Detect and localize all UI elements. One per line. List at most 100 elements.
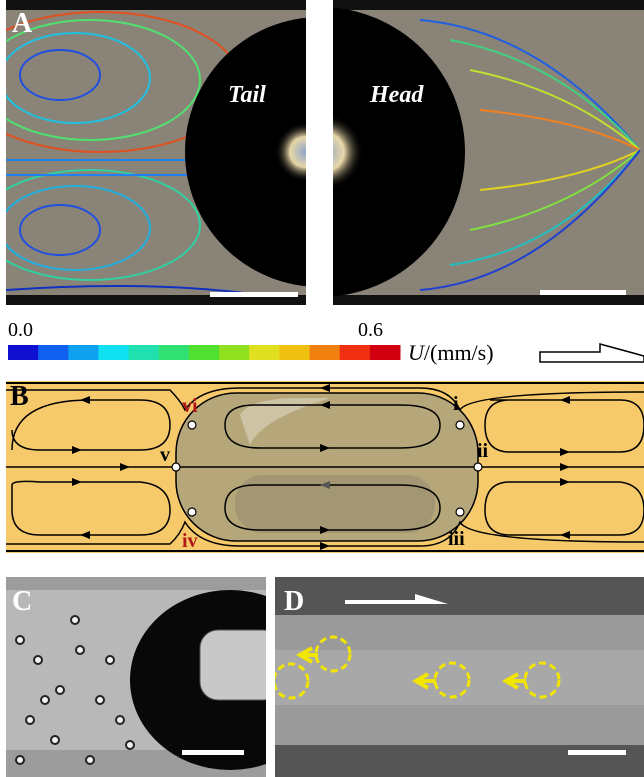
arrowhead <box>320 401 330 409</box>
particle <box>95 695 105 705</box>
loop <box>11 480 171 536</box>
streamline <box>479 149 641 191</box>
glow <box>333 114 363 190</box>
particle <box>125 740 135 750</box>
particle <box>105 655 115 665</box>
point <box>455 420 465 430</box>
streamlines <box>419 19 641 291</box>
streamline <box>19 204 101 256</box>
capillary <box>199 629 266 701</box>
point <box>187 507 197 517</box>
panel-label: C <box>12 586 32 617</box>
panel-a-right <box>333 0 644 305</box>
scale-bar <box>182 750 244 755</box>
particle <box>50 735 60 745</box>
particle <box>15 755 25 765</box>
streamline <box>6 32 151 124</box>
stagnation-points <box>171 420 483 517</box>
circle <box>433 661 471 699</box>
streamline <box>419 19 641 151</box>
circle <box>523 661 561 699</box>
outer-line <box>6 520 644 547</box>
tail-label: Tail <box>228 82 266 108</box>
colorbar-swatch <box>98 345 130 360</box>
particle <box>40 695 50 705</box>
scale-bar <box>540 290 626 295</box>
particle <box>55 685 65 695</box>
inner-loop <box>224 484 441 531</box>
arrow <box>296 646 318 664</box>
panel-a-left <box>6 0 306 305</box>
colorbar-swatch <box>369 345 401 360</box>
arrowhead <box>560 463 570 471</box>
unit-symbol: U <box>408 340 426 365</box>
arrowhead <box>120 463 130 471</box>
point-label: i <box>453 393 459 415</box>
point-label: v <box>160 444 170 466</box>
streamline <box>6 19 201 141</box>
tracking-circles <box>275 635 561 700</box>
arrowhead <box>320 444 330 452</box>
channel-center <box>275 650 644 705</box>
arrow <box>502 672 526 690</box>
loop <box>484 399 644 453</box>
arrowhead <box>560 478 570 486</box>
head-label: Head <box>369 82 424 108</box>
colorbar-min: 0.0 <box>8 319 33 341</box>
point-label: ii <box>477 440 489 462</box>
b-streamlines <box>6 387 644 547</box>
colorbar <box>8 345 401 360</box>
streamline <box>6 169 201 281</box>
particle <box>70 615 80 625</box>
colorbar-swatch <box>38 345 69 360</box>
streamline <box>479 109 641 151</box>
point <box>455 507 465 517</box>
streamlines <box>6 11 261 296</box>
colorbar-swatch <box>279 345 311 360</box>
colorbar-swatch <box>68 345 99 360</box>
colorbar-swatch <box>8 345 39 360</box>
arrowhead <box>560 531 570 539</box>
divider <box>310 8 332 305</box>
colorbar-swatch <box>188 345 220 360</box>
panel-label: A <box>12 8 33 39</box>
arrowhead <box>320 526 330 534</box>
panel-c <box>6 577 266 777</box>
arrow <box>412 672 436 690</box>
arrowhead <box>320 384 330 392</box>
colorbar-swatch <box>158 345 190 360</box>
colorbar-swatch <box>249 345 280 360</box>
point <box>473 462 483 472</box>
panel-label: B <box>10 381 29 412</box>
outer-line <box>6 387 644 412</box>
streamline <box>449 39 641 151</box>
circle <box>314 635 352 673</box>
droplet <box>333 7 465 297</box>
streamline <box>19 49 101 101</box>
loop <box>11 399 171 451</box>
inner-loop <box>224 404 441 449</box>
point <box>171 462 181 472</box>
flow-arrow <box>539 343 644 363</box>
arrowhead <box>80 531 90 539</box>
streamline <box>469 69 641 151</box>
point-label: iv <box>182 530 198 552</box>
colorbar-swatch <box>309 345 341 360</box>
highlight <box>240 398 330 445</box>
particles <box>15 615 145 765</box>
streamline <box>6 185 151 271</box>
inner-shadow <box>235 475 435 533</box>
arrowhead <box>72 478 82 486</box>
colorbar-swatch <box>219 345 250 360</box>
streamline <box>419 149 641 291</box>
flow-arrow <box>345 594 448 604</box>
particle <box>25 715 35 725</box>
unit-text: /(mm/s) <box>424 340 494 365</box>
particle <box>33 655 43 665</box>
circle <box>275 662 310 700</box>
particle <box>15 635 25 645</box>
point <box>187 420 197 430</box>
particle <box>75 645 85 655</box>
particle <box>85 755 95 765</box>
